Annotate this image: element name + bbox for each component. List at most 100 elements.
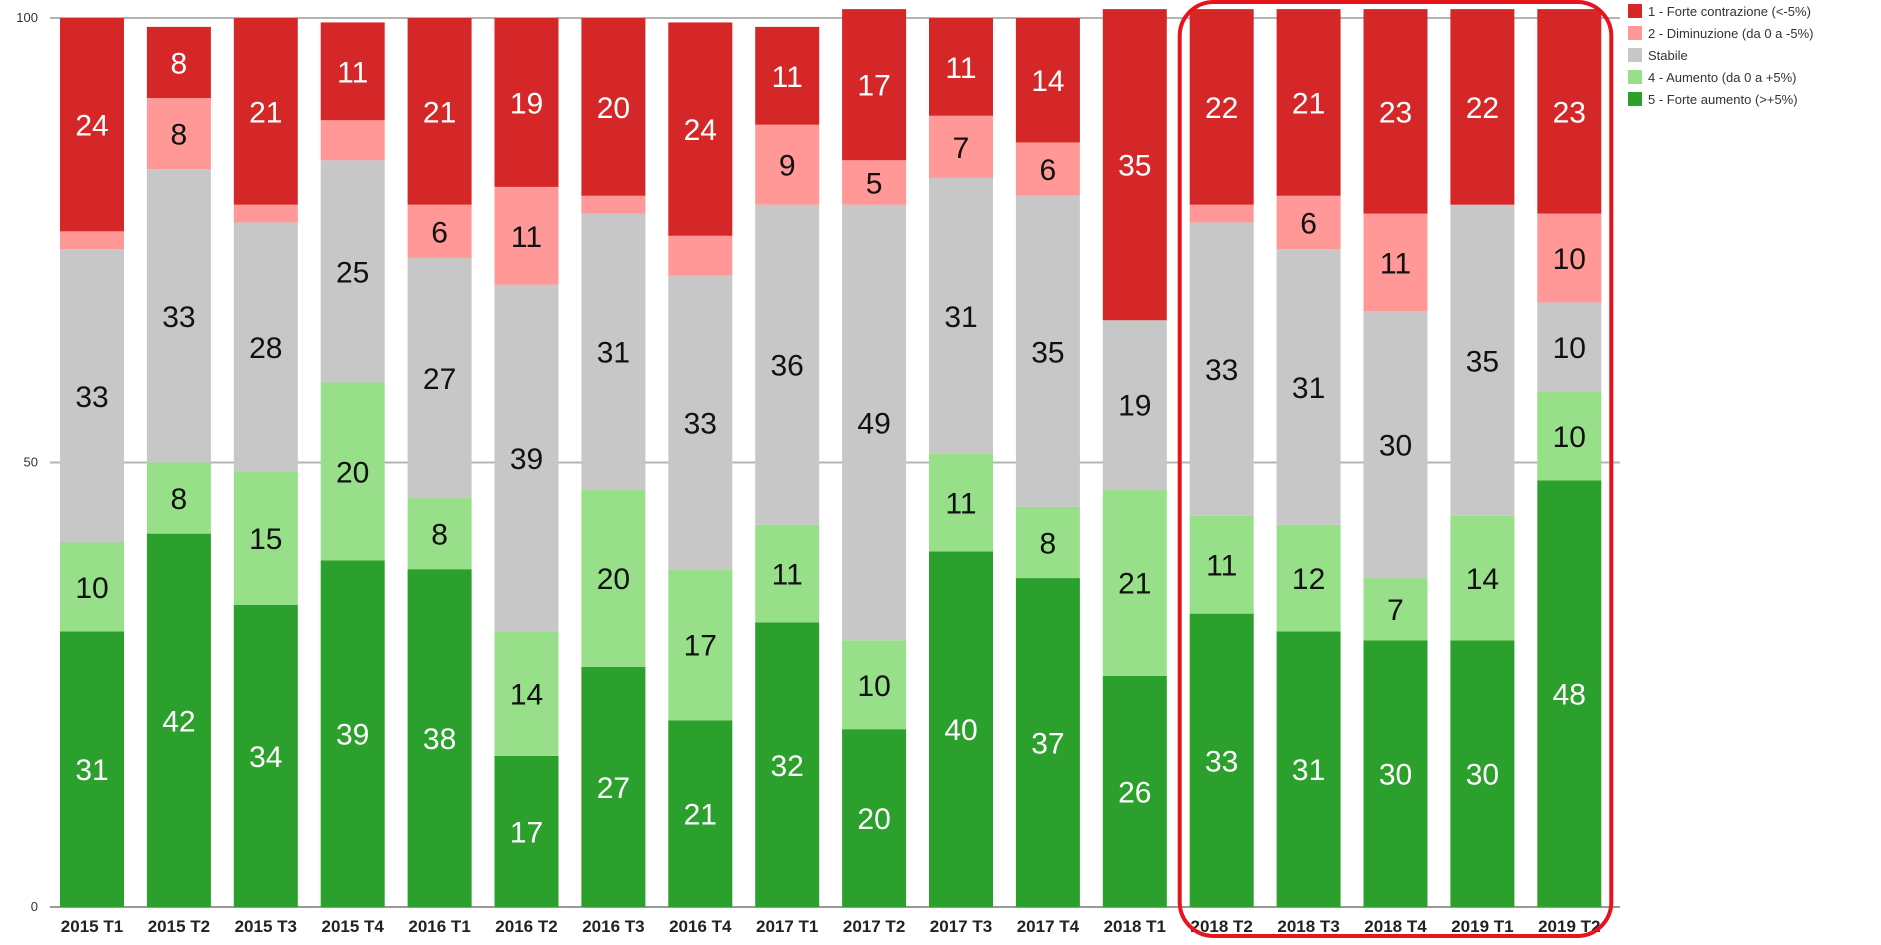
data-label: 40 bbox=[944, 714, 977, 747]
data-label: 25 bbox=[336, 256, 369, 289]
x-tick-label: 2015 T1 bbox=[61, 917, 123, 936]
bar-segment bbox=[1450, 9, 1515, 205]
bar-segment bbox=[842, 204, 907, 641]
highlight-frame bbox=[1177, 0, 1614, 938]
legend-item: 2 - Diminuzione (da 0 a -5%) bbox=[1628, 22, 1813, 44]
data-label: 11 bbox=[945, 488, 976, 521]
data-label: 33 bbox=[75, 381, 108, 414]
bar-segment bbox=[60, 231, 124, 250]
data-label: 22 bbox=[1205, 92, 1238, 125]
data-label: 10 bbox=[75, 572, 108, 605]
data-label: 17 bbox=[510, 816, 543, 849]
data-label: 30 bbox=[1466, 759, 1499, 792]
data-label: 21 bbox=[423, 96, 456, 129]
legend-item: 4 - Aumento (da 0 a +5%) bbox=[1628, 66, 1813, 88]
bar-segment bbox=[407, 204, 472, 259]
bar-segment bbox=[233, 471, 298, 605]
data-label: 32 bbox=[771, 750, 804, 783]
bar-segment bbox=[1102, 320, 1167, 490]
bar-segment bbox=[929, 115, 993, 179]
data-label: 21 bbox=[684, 799, 717, 832]
bar-segment bbox=[668, 720, 733, 907]
bar-segment bbox=[146, 26, 211, 99]
bar-segment bbox=[1276, 9, 1341, 196]
bar-segment bbox=[1276, 249, 1341, 525]
bar-segment bbox=[60, 249, 124, 543]
bar-segment bbox=[755, 124, 820, 205]
bar-segment bbox=[1276, 524, 1341, 632]
data-label: 22 bbox=[1466, 92, 1499, 125]
data-label: 36 bbox=[771, 350, 804, 383]
data-label: 10 bbox=[1553, 421, 1586, 454]
x-tick-label: 2018 T4 bbox=[1364, 917, 1427, 936]
legend-swatch bbox=[1628, 48, 1642, 62]
bar-segment bbox=[581, 213, 646, 490]
bar-segment bbox=[581, 489, 646, 667]
bar-segment bbox=[320, 120, 385, 161]
data-label: 27 bbox=[423, 363, 456, 396]
x-tick-label: 2017 T4 bbox=[1017, 917, 1080, 936]
bar-segment bbox=[1363, 213, 1428, 312]
data-label: 19 bbox=[510, 87, 543, 120]
bar-segment bbox=[668, 22, 733, 236]
bar-segment bbox=[233, 222, 298, 472]
bar-segment bbox=[407, 569, 472, 907]
data-label: 21 bbox=[249, 96, 282, 129]
data-label: 21 bbox=[1292, 87, 1325, 120]
data-label: 14 bbox=[510, 679, 543, 712]
bar-segment bbox=[1537, 480, 1602, 907]
data-label: 33 bbox=[684, 407, 717, 440]
data-label: 8 bbox=[1040, 528, 1057, 561]
bar-segment bbox=[407, 18, 472, 205]
legend-swatch bbox=[1628, 26, 1642, 40]
data-label: 11 bbox=[337, 56, 368, 89]
legend-label: Stabile bbox=[1648, 47, 1688, 63]
bar-segment bbox=[668, 569, 733, 721]
bar-segment bbox=[1450, 515, 1515, 641]
bar-segment bbox=[320, 22, 385, 121]
bar-segment bbox=[929, 18, 993, 116]
bar-segment bbox=[494, 755, 559, 907]
legend-item: Stabile bbox=[1628, 44, 1813, 66]
x-tick-label: 2015 T4 bbox=[322, 917, 385, 936]
data-label: 11 bbox=[1206, 550, 1237, 583]
data-label: 31 bbox=[1292, 372, 1325, 405]
bar-segment bbox=[1189, 9, 1254, 205]
bar-segment bbox=[1363, 311, 1428, 579]
bar-segment bbox=[1015, 18, 1080, 143]
data-label: 10 bbox=[1553, 243, 1586, 276]
bar-segment bbox=[494, 186, 559, 285]
data-label: 24 bbox=[684, 114, 717, 147]
legend-label: 4 - Aumento (da 0 a +5%) bbox=[1648, 69, 1797, 85]
bar-segment bbox=[1537, 9, 1602, 214]
legend-swatch bbox=[1628, 4, 1642, 18]
data-label: 7 bbox=[953, 132, 970, 165]
bar-segment bbox=[668, 235, 733, 276]
data-label: 14 bbox=[1031, 65, 1064, 98]
x-tick-label: 2015 T2 bbox=[148, 917, 210, 936]
bar-segment bbox=[755, 622, 820, 907]
data-label: 37 bbox=[1031, 728, 1064, 761]
data-label: 39 bbox=[510, 443, 543, 476]
bar-segment bbox=[755, 26, 820, 125]
x-tick-label: 2017 T3 bbox=[930, 917, 992, 936]
y-tick-label: 0 bbox=[31, 899, 38, 914]
bar-segment bbox=[60, 631, 124, 907]
bar-segment bbox=[494, 284, 559, 632]
bar-segment bbox=[581, 18, 646, 196]
bar-segment bbox=[146, 98, 211, 170]
bar-segment bbox=[60, 542, 124, 632]
bar-segment bbox=[1189, 613, 1254, 907]
data-label: 10 bbox=[857, 670, 890, 703]
data-label: 11 bbox=[945, 52, 976, 85]
bar-segment bbox=[755, 204, 820, 525]
data-label: 33 bbox=[1205, 354, 1238, 387]
y-tick-label: 100 bbox=[16, 10, 38, 25]
bar-segment bbox=[233, 18, 298, 205]
y-tick-label: 50 bbox=[24, 455, 38, 470]
legend-label: 5 - Forte aumento (>+5%) bbox=[1648, 91, 1798, 107]
bar-segment bbox=[1102, 675, 1167, 907]
data-label: 31 bbox=[597, 336, 630, 369]
bar-segment bbox=[1189, 204, 1254, 223]
